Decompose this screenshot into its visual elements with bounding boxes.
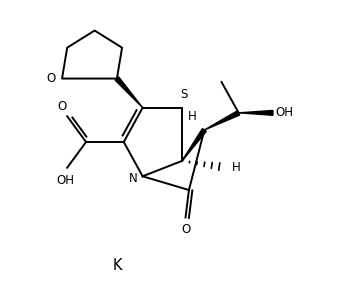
Polygon shape — [115, 77, 143, 108]
Text: OH: OH — [276, 106, 294, 119]
Text: K: K — [112, 258, 122, 273]
Polygon shape — [204, 111, 240, 130]
Text: H: H — [232, 161, 240, 174]
Text: S: S — [180, 88, 187, 101]
Text: O: O — [57, 100, 67, 113]
Polygon shape — [239, 110, 273, 115]
Polygon shape — [182, 129, 206, 161]
Text: H: H — [188, 110, 197, 123]
Text: O: O — [181, 223, 190, 236]
Text: OH: OH — [57, 174, 75, 187]
Text: N: N — [129, 172, 137, 185]
Text: O: O — [46, 72, 55, 85]
